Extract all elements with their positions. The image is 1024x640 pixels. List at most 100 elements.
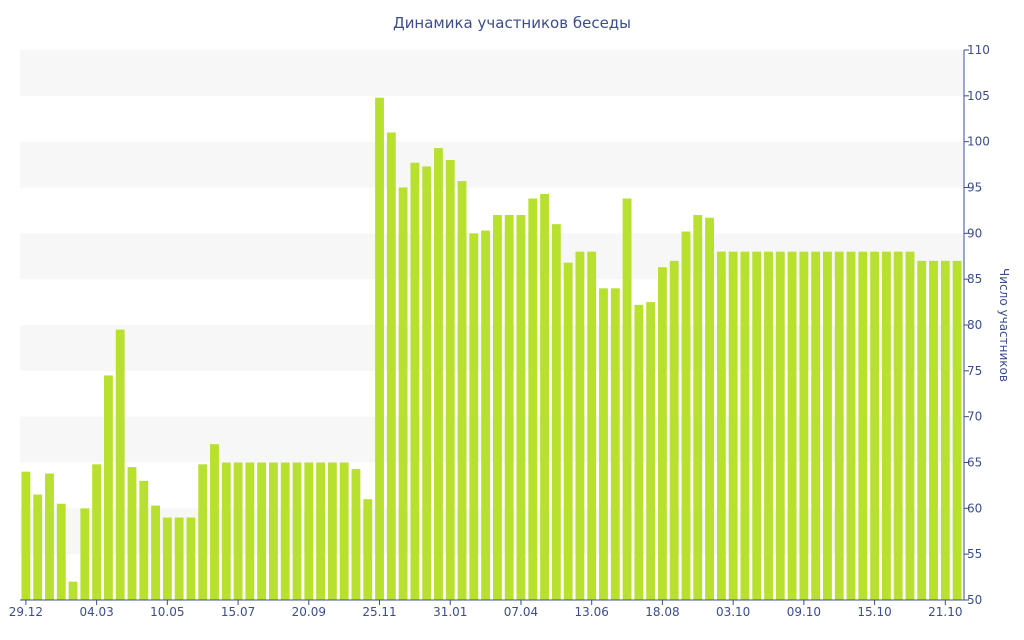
bar <box>127 467 137 600</box>
y-tick-label: 100 <box>967 135 990 149</box>
bar <box>563 262 573 600</box>
bar <box>599 288 608 600</box>
bar <box>716 251 726 601</box>
bar <box>434 148 443 600</box>
bar <box>575 251 585 601</box>
bar <box>339 462 349 600</box>
y-tick-label: 50 <box>967 593 982 607</box>
y-tick-label: 85 <box>967 272 982 286</box>
bar <box>540 193 549 601</box>
y-tick-label: 110 <box>967 43 990 57</box>
bar <box>492 215 502 600</box>
bar <box>740 251 750 601</box>
grid-band <box>20 508 963 555</box>
bar <box>257 462 267 600</box>
bar <box>504 215 514 600</box>
y-tick-label: 90 <box>967 226 982 240</box>
y-tick-label: 60 <box>967 501 982 515</box>
bar <box>457 181 467 600</box>
bar <box>33 494 43 600</box>
x-tick-label: 15.07 <box>221 605 255 619</box>
bar <box>21 471 31 600</box>
bar <box>858 251 868 601</box>
bar <box>752 251 762 601</box>
y-tick-label: 95 <box>967 181 982 195</box>
x-tick-label: 13.06 <box>575 605 609 619</box>
x-axis: 29.12 04.03 10.05 15.07 20.09 25.11 31.01 07.04… <box>9 599 964 619</box>
x-tick-label: 31.01 <box>433 605 467 619</box>
bar <box>893 251 903 601</box>
bar <box>917 260 927 600</box>
bar <box>327 462 337 600</box>
bar <box>304 462 314 600</box>
bar <box>705 217 714 600</box>
bar <box>92 464 102 600</box>
bar <box>681 231 691 600</box>
bar <box>80 508 90 600</box>
y-axis-title: Число участников <box>997 268 1011 382</box>
background-bands <box>20 50 963 555</box>
bar <box>103 375 113 600</box>
bar <box>469 233 479 600</box>
y-axis: 50 55 60 65 70 75 80 85 90 95 100 105 110 <box>963 43 990 607</box>
bar <box>881 251 891 601</box>
y-tick-label: 105 <box>967 89 990 103</box>
y-tick-label: 65 <box>967 456 982 470</box>
grid-band <box>20 141 963 188</box>
bar <box>952 260 962 600</box>
bar <box>669 260 679 600</box>
bar <box>162 517 172 600</box>
bar <box>846 251 856 601</box>
bar <box>45 473 54 600</box>
bar <box>764 251 773 601</box>
x-tick-label: 21.10 <box>928 605 962 619</box>
bar <box>186 517 196 600</box>
grid-band <box>20 50 963 96</box>
bar <box>174 517 184 600</box>
bar <box>551 224 561 601</box>
bar <box>398 187 408 600</box>
x-tick-label: 09.10 <box>787 605 821 619</box>
bar <box>516 215 526 600</box>
x-tick-label: 04.03 <box>79 605 113 619</box>
bar <box>292 462 302 600</box>
bar <box>481 230 491 600</box>
bar <box>115 329 125 600</box>
bar <box>198 464 208 600</box>
bar <box>151 505 160 600</box>
bar <box>528 198 538 600</box>
bar <box>610 288 620 600</box>
y-tick-label: 55 <box>967 547 982 561</box>
x-tick-label: 29.12 <box>9 605 43 619</box>
bar <box>269 462 278 600</box>
x-tick-label: 10.05 <box>150 605 184 619</box>
bar <box>823 251 832 601</box>
x-tick-label: 15.10 <box>857 605 891 619</box>
grid-band <box>20 325 963 371</box>
bar <box>587 251 597 601</box>
bar <box>422 166 432 601</box>
bar <box>940 260 950 600</box>
bar <box>646 302 656 600</box>
bar <box>634 304 644 600</box>
bar <box>233 462 243 600</box>
bar <box>351 468 361 600</box>
y-tick-label: 70 <box>967 410 982 424</box>
bar <box>386 132 396 600</box>
bar <box>375 97 384 601</box>
bar <box>56 503 66 600</box>
bar <box>245 462 255 600</box>
bars-group <box>21 97 962 601</box>
bar <box>870 251 880 601</box>
bar <box>221 462 231 600</box>
bar <box>658 267 667 600</box>
x-tick-label: 20.09 <box>292 605 326 619</box>
bar <box>787 251 797 601</box>
bar <box>775 251 785 601</box>
x-tick-label: 03.10 <box>716 605 750 619</box>
bar <box>410 162 420 600</box>
bar <box>445 160 455 600</box>
bar <box>622 198 632 600</box>
